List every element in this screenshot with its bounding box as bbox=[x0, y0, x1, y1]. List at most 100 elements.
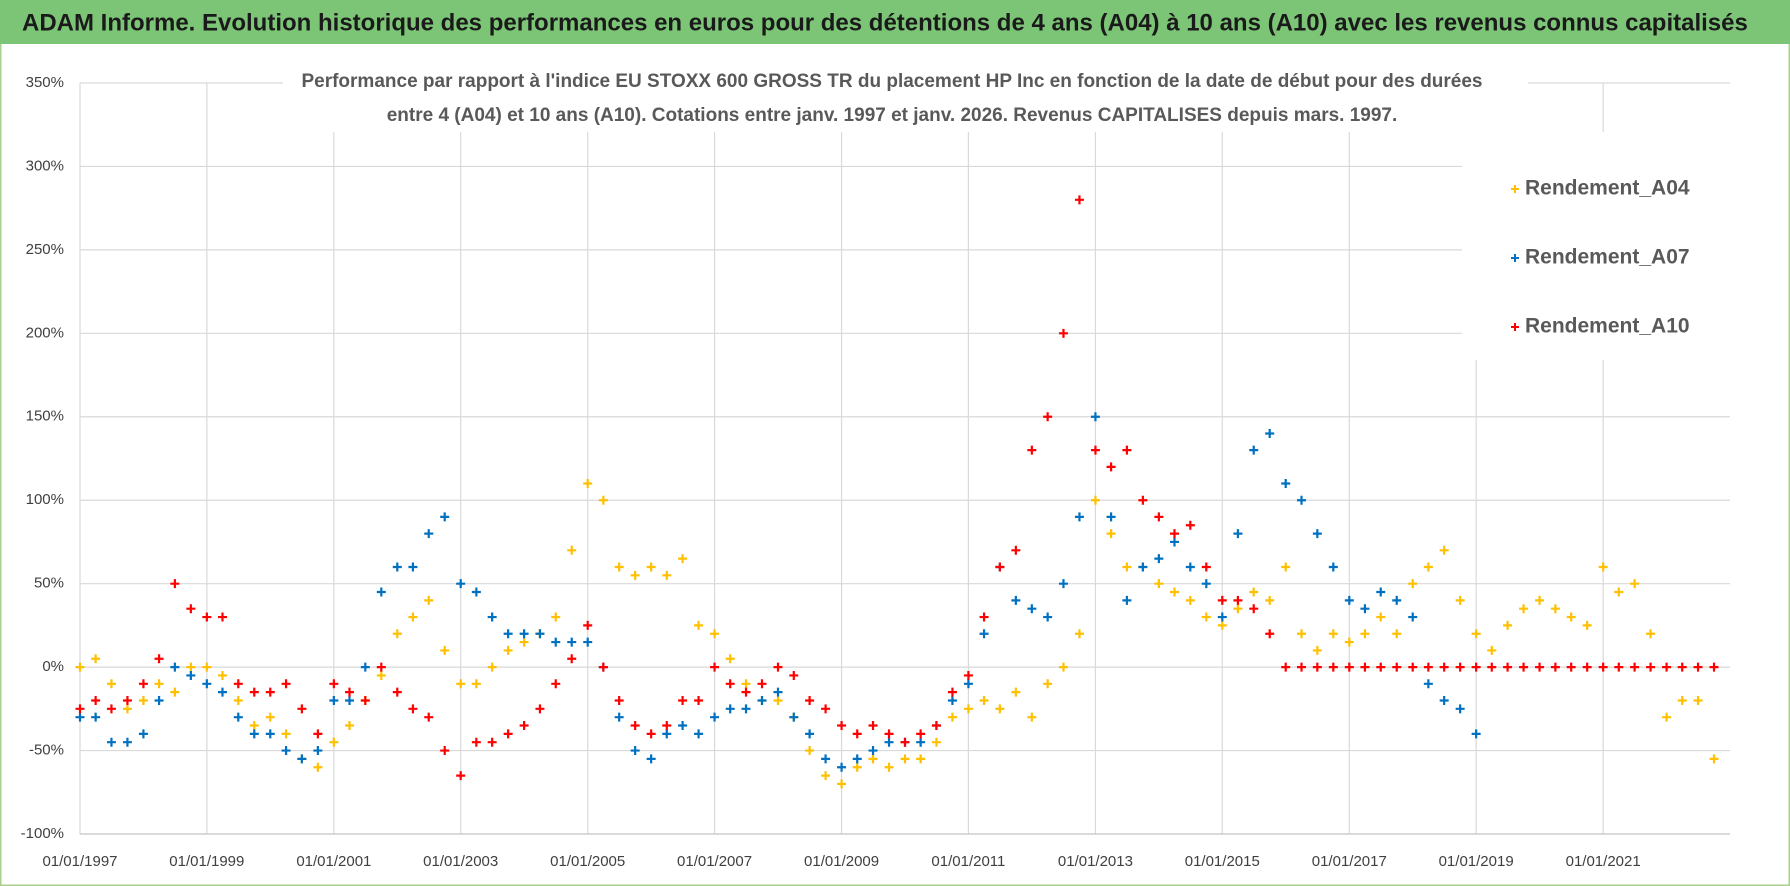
chart-subtitle: entre 4 (A04) et 10 ans (A10). Cotations… bbox=[387, 105, 1398, 126]
data-point bbox=[519, 721, 529, 731]
data-point bbox=[1693, 662, 1703, 672]
data-point bbox=[1455, 595, 1465, 605]
data-point bbox=[1043, 679, 1053, 689]
legend-marker bbox=[1511, 185, 1519, 193]
data-point bbox=[154, 679, 164, 689]
data-point bbox=[1281, 662, 1291, 672]
data-point bbox=[487, 612, 497, 622]
data-point bbox=[91, 654, 101, 664]
legend-marker bbox=[1511, 254, 1519, 262]
data-point bbox=[884, 737, 894, 747]
data-point bbox=[1138, 495, 1148, 505]
data-point bbox=[837, 779, 847, 789]
data-point bbox=[821, 754, 831, 764]
data-point bbox=[1106, 462, 1116, 472]
data-point bbox=[75, 704, 85, 714]
data-point bbox=[1677, 695, 1687, 705]
data-point bbox=[408, 704, 418, 714]
data-point bbox=[1709, 754, 1719, 764]
data-point bbox=[233, 679, 243, 689]
data-point bbox=[471, 737, 481, 747]
data-point bbox=[344, 695, 354, 705]
data-point bbox=[202, 612, 212, 622]
data-point bbox=[1011, 687, 1021, 697]
data-point bbox=[1344, 595, 1354, 605]
data-point bbox=[805, 746, 815, 756]
data-point bbox=[757, 679, 767, 689]
data-point bbox=[281, 729, 291, 739]
data-point bbox=[1217, 612, 1227, 622]
data-point bbox=[789, 712, 799, 722]
page-title: ADAM Informe. Evolution historique des p… bbox=[22, 9, 1748, 36]
data-point bbox=[1519, 662, 1529, 672]
data-point bbox=[630, 746, 640, 756]
data-point bbox=[1328, 629, 1338, 639]
data-point bbox=[1217, 620, 1227, 630]
data-point bbox=[487, 662, 497, 672]
data-point bbox=[1281, 479, 1291, 489]
x-tick-label: 01/01/2003 bbox=[423, 853, 498, 870]
data-point bbox=[694, 620, 704, 630]
data-point bbox=[471, 587, 481, 597]
data-point bbox=[1233, 529, 1243, 539]
data-point bbox=[1392, 629, 1402, 639]
data-point bbox=[995, 562, 1005, 572]
data-point bbox=[1455, 704, 1465, 714]
data-point bbox=[757, 695, 767, 705]
data-point bbox=[344, 687, 354, 697]
data-point bbox=[694, 695, 704, 705]
data-point bbox=[122, 737, 132, 747]
data-point bbox=[789, 670, 799, 680]
data-point bbox=[424, 712, 434, 722]
data-point bbox=[535, 704, 545, 714]
data-point bbox=[725, 679, 735, 689]
data-point bbox=[265, 729, 275, 739]
data-point bbox=[1154, 579, 1164, 589]
data-point bbox=[392, 687, 402, 697]
data-point bbox=[1233, 604, 1243, 614]
data-point bbox=[1503, 620, 1513, 630]
data-point bbox=[1170, 587, 1179, 597]
data-point bbox=[281, 679, 291, 689]
data-point bbox=[281, 746, 291, 756]
chart-subtitle: Performance par rapport à l'indice EU ST… bbox=[301, 71, 1482, 92]
data-point bbox=[1614, 662, 1624, 672]
data-point bbox=[233, 695, 243, 705]
x-tick-label: 01/01/2011 bbox=[931, 853, 1005, 870]
data-point bbox=[1709, 662, 1719, 672]
data-point bbox=[710, 662, 720, 672]
legend-label: Rendement_A04 bbox=[1525, 177, 1690, 200]
data-point bbox=[963, 670, 973, 680]
data-point bbox=[1328, 562, 1338, 572]
data-point bbox=[1693, 695, 1703, 705]
x-tick-label: 01/01/2013 bbox=[1058, 853, 1133, 870]
data-point bbox=[1170, 529, 1179, 539]
data-point bbox=[614, 712, 624, 722]
data-point bbox=[1550, 604, 1560, 614]
data-point bbox=[1408, 662, 1418, 672]
data-point bbox=[360, 662, 370, 672]
data-point bbox=[1090, 412, 1100, 422]
subtitle-box bbox=[283, 66, 1528, 132]
data-point bbox=[646, 562, 656, 572]
data-point bbox=[202, 662, 212, 672]
y-tick-label: 150% bbox=[26, 408, 64, 425]
data-point bbox=[1360, 629, 1370, 639]
data-point bbox=[805, 695, 815, 705]
data-point bbox=[1408, 579, 1418, 589]
data-point bbox=[297, 754, 307, 764]
data-point bbox=[979, 629, 989, 639]
data-point bbox=[725, 654, 735, 664]
data-point bbox=[710, 629, 720, 639]
data-point bbox=[1614, 587, 1624, 597]
data-point bbox=[662, 570, 672, 580]
data-point bbox=[122, 704, 132, 714]
data-point bbox=[947, 712, 957, 722]
data-point bbox=[456, 579, 466, 589]
y-tick-label: 350% bbox=[26, 74, 64, 91]
data-point bbox=[1582, 620, 1592, 630]
data-point bbox=[916, 754, 926, 764]
y-tick-label: 0% bbox=[42, 658, 64, 675]
data-point bbox=[170, 687, 180, 697]
data-point bbox=[884, 729, 894, 739]
